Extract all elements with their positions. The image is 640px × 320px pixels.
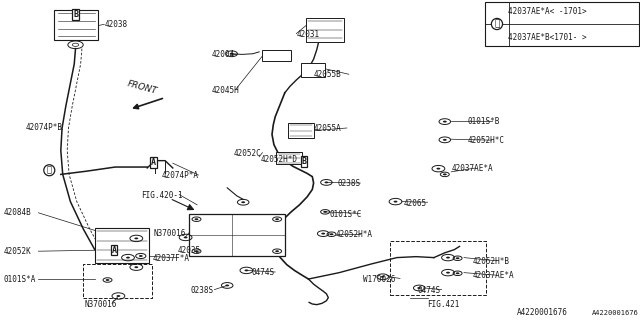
- Circle shape: [330, 233, 333, 235]
- FancyBboxPatch shape: [95, 228, 149, 263]
- FancyBboxPatch shape: [54, 10, 98, 40]
- Text: 42065: 42065: [403, 199, 426, 208]
- Circle shape: [321, 233, 325, 235]
- Text: 42035: 42035: [178, 246, 201, 255]
- Circle shape: [116, 295, 120, 297]
- FancyBboxPatch shape: [262, 50, 291, 61]
- Text: FRONT: FRONT: [127, 79, 159, 96]
- Text: 42037AE*A: 42037AE*A: [451, 164, 493, 173]
- Text: W170026: W170026: [363, 275, 396, 284]
- Circle shape: [436, 168, 440, 170]
- Text: 0101S*A: 0101S*A: [3, 275, 36, 284]
- Circle shape: [134, 266, 138, 268]
- Circle shape: [195, 250, 198, 252]
- Text: 42037F*A: 42037F*A: [152, 254, 189, 263]
- FancyBboxPatch shape: [301, 63, 325, 77]
- Circle shape: [275, 250, 279, 252]
- FancyBboxPatch shape: [306, 18, 344, 42]
- Text: 42052H*C: 42052H*C: [467, 136, 504, 145]
- Text: N370016: N370016: [84, 300, 117, 309]
- Text: N370016: N370016: [154, 229, 186, 238]
- Circle shape: [106, 279, 109, 281]
- Circle shape: [446, 257, 450, 259]
- Circle shape: [443, 173, 447, 175]
- Text: 42074P*B: 42074P*B: [26, 124, 63, 132]
- Text: 42031: 42031: [296, 30, 319, 39]
- Text: ①: ①: [47, 166, 52, 175]
- Circle shape: [184, 236, 188, 238]
- Text: 0101S*C: 0101S*C: [330, 210, 362, 219]
- Text: 42052C: 42052C: [234, 149, 261, 158]
- Text: 42084B: 42084B: [3, 208, 31, 217]
- Text: A4220001676: A4220001676: [517, 308, 568, 317]
- Circle shape: [381, 276, 385, 278]
- Circle shape: [225, 284, 229, 286]
- Text: 42052H*D: 42052H*D: [261, 155, 298, 164]
- Text: 0238S: 0238S: [191, 286, 214, 295]
- Text: 42037AE*A< -1701>: 42037AE*A< -1701>: [508, 7, 586, 16]
- Text: B: B: [301, 157, 307, 166]
- Circle shape: [443, 139, 447, 141]
- Text: A: A: [151, 158, 156, 167]
- Text: 0474S: 0474S: [252, 268, 275, 277]
- Circle shape: [195, 218, 198, 220]
- Circle shape: [275, 218, 279, 220]
- Circle shape: [126, 257, 130, 259]
- FancyBboxPatch shape: [276, 152, 302, 164]
- Circle shape: [456, 257, 460, 259]
- Circle shape: [324, 181, 328, 183]
- FancyBboxPatch shape: [288, 123, 314, 138]
- Circle shape: [456, 272, 460, 274]
- Circle shape: [244, 269, 248, 271]
- Text: FIG.420-1: FIG.420-1: [141, 191, 182, 200]
- Text: 42055B: 42055B: [314, 70, 341, 79]
- Text: 0101S*B: 0101S*B: [467, 117, 500, 126]
- Circle shape: [134, 237, 138, 239]
- Text: 42074P*A: 42074P*A: [162, 171, 199, 180]
- FancyBboxPatch shape: [189, 214, 285, 256]
- Text: 42052K: 42052K: [3, 247, 31, 256]
- Text: 42045H: 42045H: [211, 86, 239, 95]
- Text: 42055A: 42055A: [314, 124, 341, 133]
- Circle shape: [323, 211, 327, 213]
- Circle shape: [241, 201, 245, 203]
- Circle shape: [394, 201, 397, 203]
- Text: 42052H*B: 42052H*B: [472, 257, 509, 266]
- Text: FIG.421: FIG.421: [427, 300, 460, 309]
- Circle shape: [417, 287, 421, 289]
- Circle shape: [139, 255, 143, 257]
- Text: A4220001676: A4220001676: [592, 310, 639, 316]
- Text: 42037AE*B<1701- >: 42037AE*B<1701- >: [508, 33, 586, 42]
- Text: ①: ①: [494, 20, 500, 28]
- Text: 0474S: 0474S: [417, 286, 440, 295]
- Circle shape: [443, 121, 447, 123]
- Text: 0238S: 0238S: [338, 180, 361, 188]
- Circle shape: [446, 272, 450, 274]
- Text: 42004: 42004: [211, 50, 234, 59]
- Text: B: B: [73, 10, 78, 19]
- Text: 42038: 42038: [104, 20, 127, 29]
- Circle shape: [230, 53, 234, 55]
- Text: 42052H*A: 42052H*A: [336, 230, 373, 239]
- Text: A: A: [111, 246, 116, 255]
- Text: 42037AE*A: 42037AE*A: [472, 271, 514, 280]
